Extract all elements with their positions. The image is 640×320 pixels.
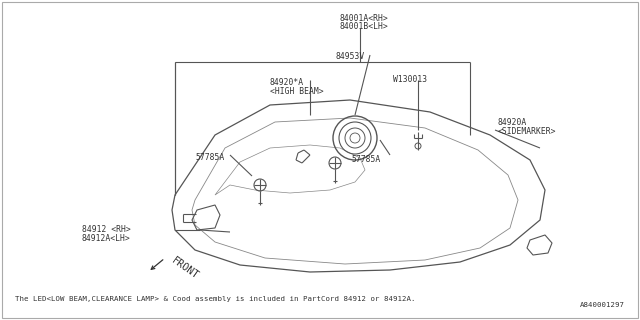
Text: 57785A: 57785A <box>352 155 381 164</box>
Text: 84001B<LH>: 84001B<LH> <box>340 22 388 31</box>
Text: The LED<LOW BEAM,CLEARANCE LAMP> & Cood assembly is included in PartCord 84912 o: The LED<LOW BEAM,CLEARANCE LAMP> & Cood … <box>15 296 415 302</box>
Text: 84953V: 84953V <box>335 52 364 61</box>
Text: <HIGH BEAM>: <HIGH BEAM> <box>270 87 324 96</box>
Text: FRONT: FRONT <box>170 255 201 281</box>
Text: 84920A: 84920A <box>498 118 527 127</box>
Text: 84920*A: 84920*A <box>270 78 304 87</box>
Text: 84912 <RH>: 84912 <RH> <box>82 225 131 234</box>
Text: 57785A: 57785A <box>195 153 224 162</box>
Text: A840001297: A840001297 <box>580 302 625 308</box>
Text: <SIDEMARKER>: <SIDEMARKER> <box>498 127 557 136</box>
Text: 84001A<RH>: 84001A<RH> <box>340 14 388 23</box>
Text: W130013: W130013 <box>393 75 427 84</box>
Text: 84912A<LH>: 84912A<LH> <box>82 234 131 243</box>
